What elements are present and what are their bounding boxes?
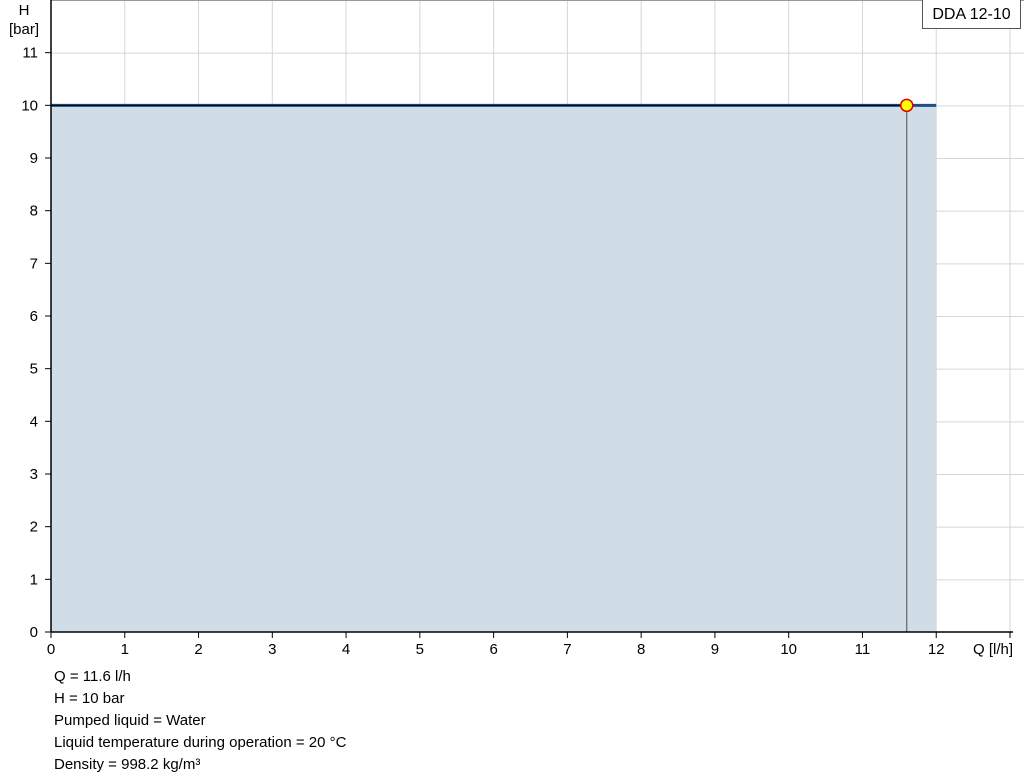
y-axis-label-h: H: [19, 2, 30, 19]
info-flow: Q = 11.6 l/h: [54, 668, 131, 685]
x-tick-label: 8: [637, 641, 645, 658]
y-tick-label: 10: [21, 97, 38, 114]
info-panel: Q = 11.6 l/h H = 10 bar Pumped liquid = …: [54, 666, 346, 776]
legend-product: DDA 12-10: [922, 0, 1021, 29]
y-tick-label: 7: [30, 255, 38, 272]
info-head: H = 10 bar: [54, 690, 125, 707]
x-tick-label: 3: [268, 641, 276, 658]
y-tick-label: 1: [30, 571, 38, 588]
y-tick-label: 8: [30, 203, 38, 220]
x-tick-label: 5: [416, 641, 424, 658]
info-density: Density = 998.2 kg/m³: [54, 756, 201, 773]
y-tick-label: 0: [30, 624, 38, 641]
y-tick-label: 6: [30, 308, 38, 325]
info-liquid: Pumped liquid = Water: [54, 712, 206, 729]
x-tick-label: 1: [121, 641, 129, 658]
x-tick-label: 7: [563, 641, 571, 658]
x-tick-label: 9: [711, 641, 719, 658]
x-tick-label: 11: [855, 641, 871, 658]
y-axis-label-unit: [bar]: [9, 21, 39, 38]
y-tick-label: 11: [22, 45, 38, 62]
x-axis-label: Q [l/h]: [973, 641, 1013, 658]
x-tick-label: 0: [47, 641, 55, 658]
x-tick-label: 6: [489, 641, 497, 658]
y-tick-label: 5: [30, 361, 38, 378]
info-temperature: Liquid temperature during operation = 20…: [54, 734, 347, 751]
x-tick-label: 12: [928, 641, 945, 658]
x-tick-label: 10: [780, 641, 797, 658]
x-tick-label: 4: [342, 641, 350, 658]
y-tick-label: 3: [30, 466, 38, 483]
duty-point-marker: [899, 98, 914, 113]
y-tick-label: 9: [30, 150, 38, 167]
marks: [51, 98, 937, 633]
y-tick-label: 2: [30, 519, 38, 536]
operating-area: [51, 105, 937, 633]
x-tick-label: 2: [194, 641, 202, 658]
y-tick-label: 4: [30, 413, 38, 430]
